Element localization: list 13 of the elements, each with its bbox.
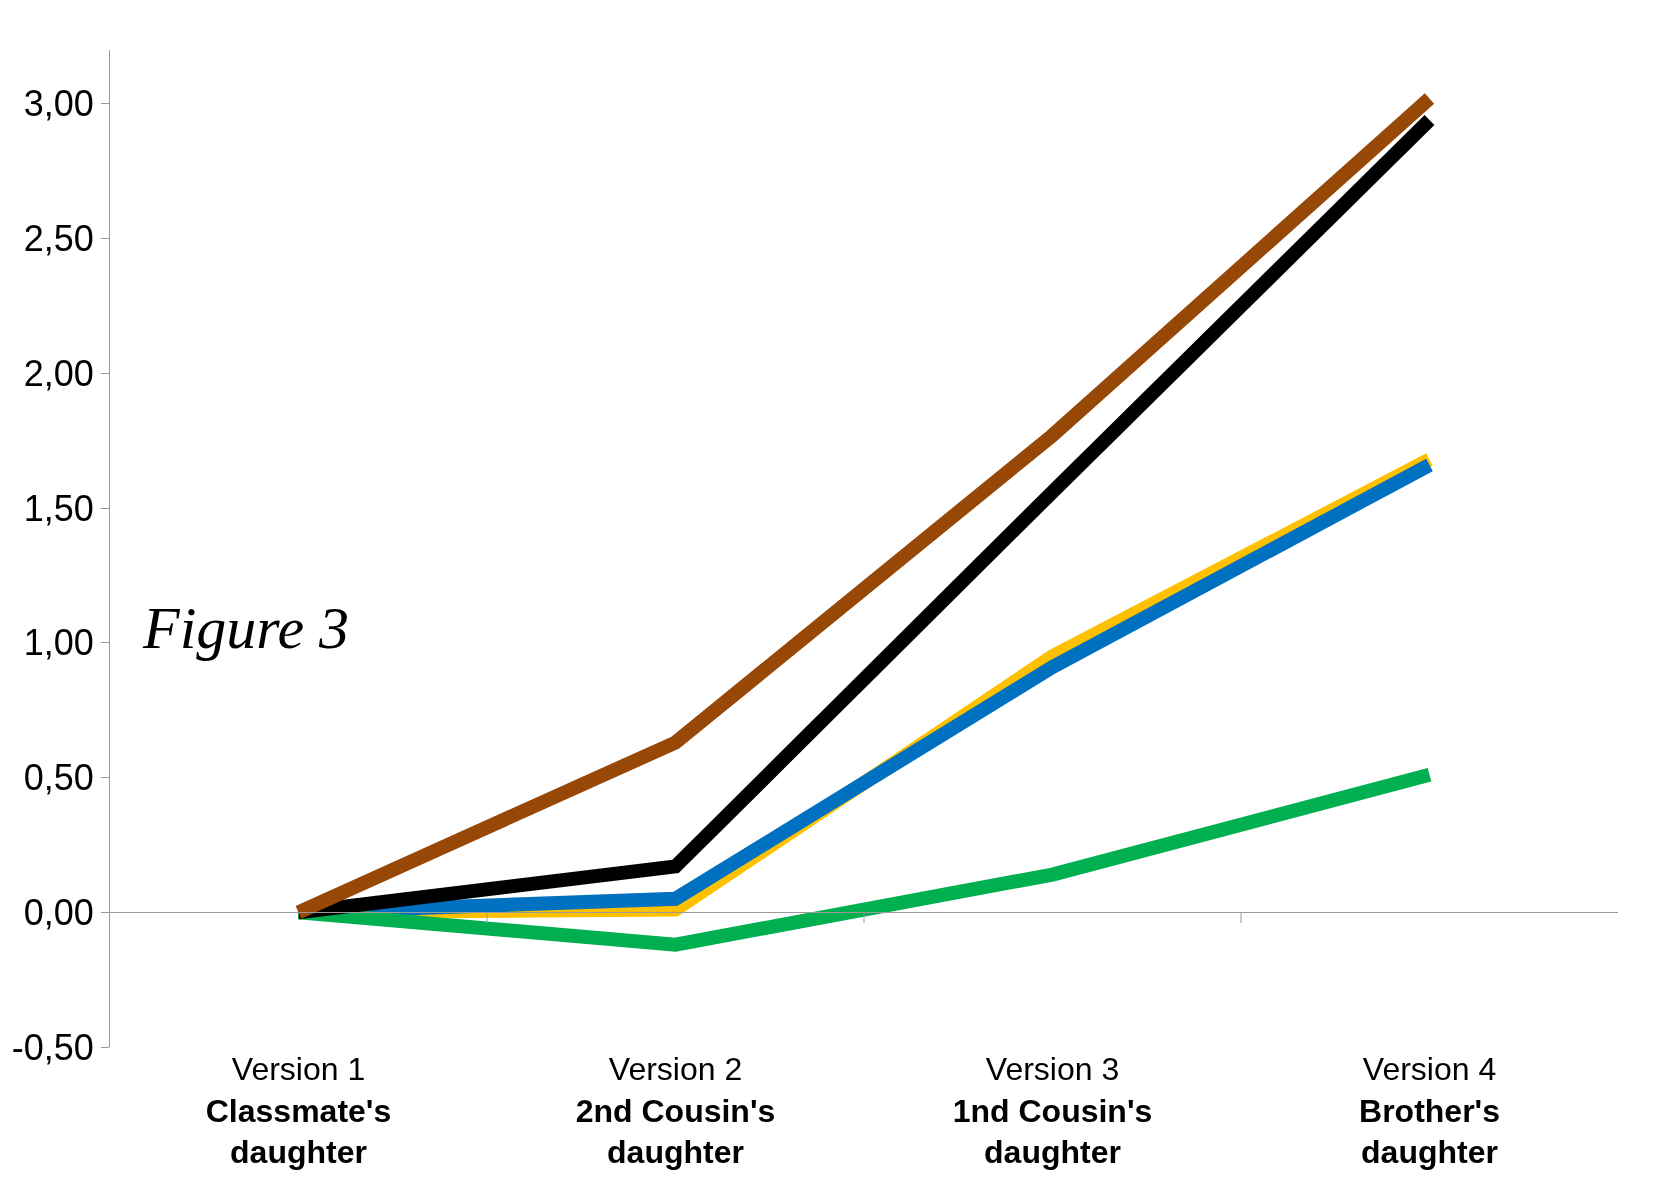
annotation: Figure 3 bbox=[142, 595, 350, 661]
y-tick-label: 2,00 bbox=[23, 352, 94, 394]
y-tick-label: 0,00 bbox=[23, 891, 94, 933]
x-tick-label: Version 1 Classmate's daughter bbox=[205, 1051, 392, 1171]
x-tick-label: Version 3 1nd Cousin's daughter bbox=[952, 1051, 1153, 1171]
y-tick-label: 3,00 bbox=[23, 83, 94, 125]
y-tick-label: 0,50 bbox=[23, 757, 94, 799]
x-tick-label: Version 2 2nd Cousin's daughter bbox=[575, 1051, 776, 1171]
y-tick-label: 1,00 bbox=[23, 622, 94, 664]
y-tick-label: 2,50 bbox=[23, 218, 94, 260]
y-tick-label: -0,50 bbox=[11, 1026, 94, 1068]
x-tick-label: Version 4 Brother's daughter bbox=[1359, 1051, 1500, 1171]
y-tick-label: 1,50 bbox=[23, 487, 94, 529]
